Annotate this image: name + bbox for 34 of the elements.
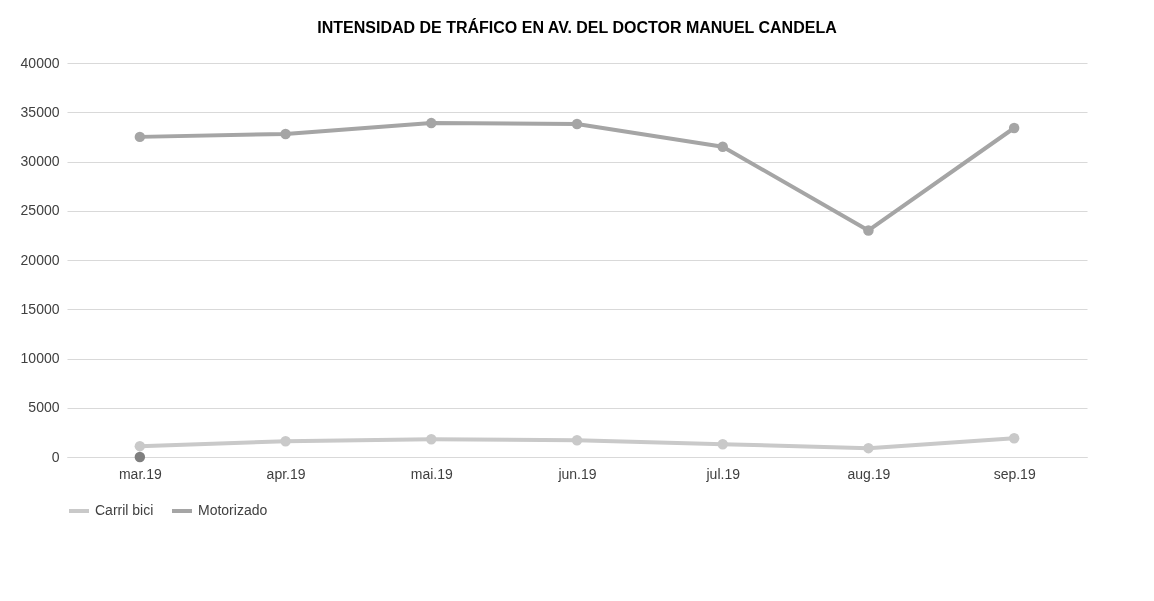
point: [1008, 433, 1020, 444]
x-tick-label: aug.19: [847, 465, 891, 482]
point: [717, 438, 728, 450]
point: [863, 225, 874, 236]
y-tick-label: 40000: [20, 54, 60, 71]
chart-title: INTENSIDAD DE TRÁFICO EN AV. DEL DOCTOR MANUEL CANDELA: [317, 18, 838, 36]
point: [717, 141, 728, 152]
x-tick-label: jul.19: [705, 465, 741, 482]
point: [571, 118, 583, 130]
y-tick-label: 10000: [20, 350, 60, 366]
point: [426, 434, 437, 445]
legend-label: Motorizado: [198, 502, 268, 518]
x-tick-label: sep.19: [993, 465, 1036, 482]
y-tick-label: 35000: [20, 103, 60, 120]
point: [134, 451, 146, 463]
x-tick-label: mar.19: [118, 465, 162, 482]
point: [134, 131, 146, 143]
point: [134, 440, 146, 452]
y-tick-label: 30000: [20, 153, 60, 169]
x-tick-label: jun.19: [557, 465, 597, 482]
point: [426, 117, 437, 129]
legend-label: Carril bici: [95, 502, 154, 518]
x-tick-label: mai.19: [410, 465, 453, 482]
point: [280, 128, 291, 140]
point: [571, 435, 583, 446]
point: [863, 442, 874, 454]
y-tick-label: 15000: [20, 300, 60, 317]
point: [280, 436, 291, 447]
y-tick-label: 25000: [20, 202, 60, 219]
point: [1008, 122, 1020, 134]
y-tick-label: 5000: [28, 399, 60, 416]
y-tick-label: 0: [51, 448, 60, 465]
x-tick-label: apr.19: [266, 465, 306, 482]
y-tick-label: 20000: [20, 251, 60, 268]
